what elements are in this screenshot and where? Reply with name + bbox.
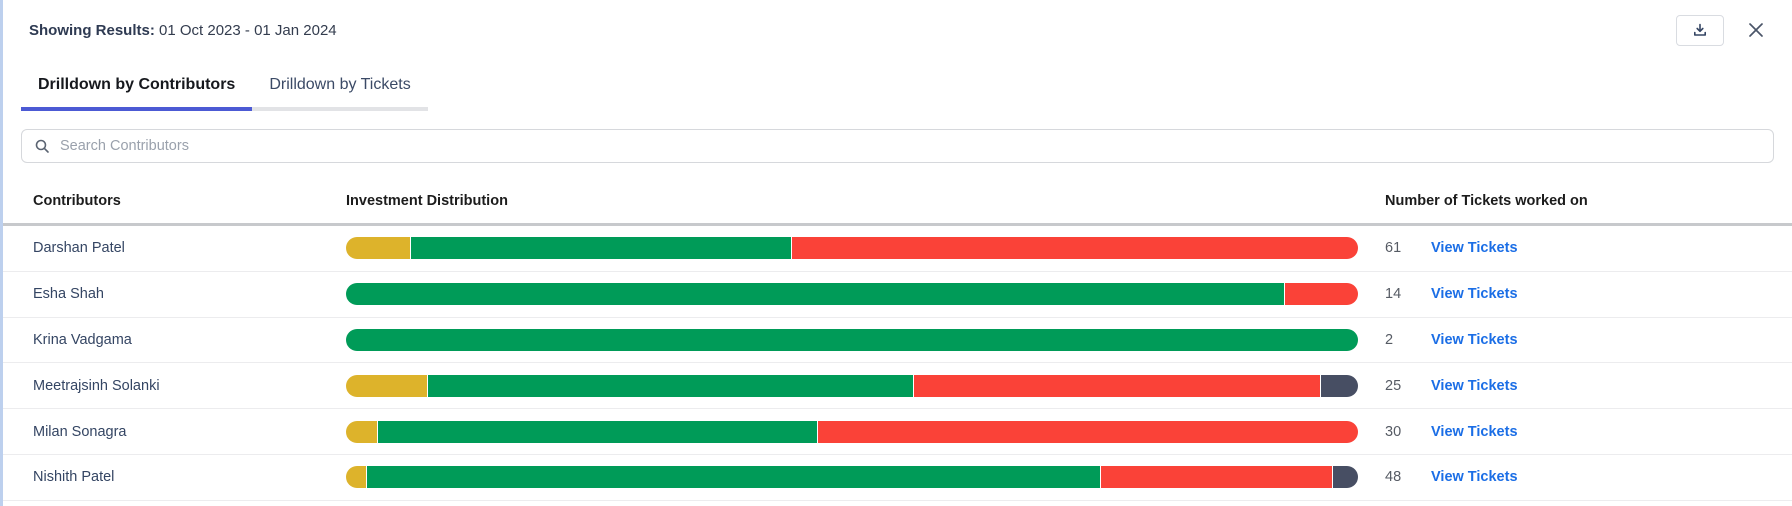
bar-segment-green — [377, 420, 817, 443]
investment-distribution-bar — [346, 420, 1358, 443]
tickets-cell: 48 View Tickets — [1358, 469, 1792, 485]
table-row: Nishith Patel 48 View Tickets — [3, 454, 1792, 501]
bar-segment-yellow — [346, 466, 367, 489]
table-header-row: Contributors Investment Distribution Num… — [3, 179, 1792, 223]
ticket-count: 30 — [1385, 423, 1402, 440]
ticket-count: 2 — [1385, 331, 1394, 348]
contributor-name: Esha Shah — [33, 286, 104, 303]
bar-segment-dark — [1319, 374, 1358, 397]
bar-segment-red — [816, 420, 1358, 443]
ticket-count: 25 — [1385, 377, 1402, 394]
view-tickets-link[interactable]: View Tickets — [1431, 286, 1518, 303]
bar-segment-yellow — [346, 420, 378, 443]
table-header-divider — [3, 223, 1792, 226]
contributor-name: Milan Sonagra — [33, 423, 127, 440]
bar-segment-green — [426, 374, 913, 397]
bar-segment-green — [346, 283, 1285, 306]
tickets-cell: 61 View Tickets — [1358, 240, 1792, 256]
investment-distribution-bar — [346, 328, 1358, 351]
table-row: Milan Sonagra 30 View Tickets — [3, 409, 1792, 455]
table-row: Darshan Patel 61 View Tickets — [3, 226, 1792, 272]
contributor-name: Krina Vadgama — [33, 331, 132, 348]
bar-segment-red — [1284, 283, 1358, 306]
panel-header: Showing Results: 01 Oct 2023 - 01 Jan 20… — [3, 0, 1792, 52]
search-icon — [34, 138, 50, 154]
investment-distribution-bar — [346, 466, 1358, 489]
contributor-name: Darshan Patel — [33, 240, 125, 257]
tab-drilldown-by-tickets[interactable]: Drilldown by Tickets — [252, 66, 428, 111]
close-button[interactable] — [1746, 20, 1766, 40]
investment-distribution-cell — [346, 466, 1358, 489]
table-body: Darshan Patel 61 View Tickets Esha Shah … — [3, 226, 1792, 501]
column-header-contributors: Contributors — [33, 193, 121, 209]
download-button[interactable] — [1676, 14, 1724, 46]
investment-distribution-bar — [346, 374, 1358, 397]
search-input[interactable] — [60, 138, 1761, 154]
tickets-cell: 2 View Tickets — [1358, 332, 1792, 348]
bar-segment-red — [791, 237, 1358, 260]
tickets-cell: 30 View Tickets — [1358, 424, 1792, 440]
view-tickets-link[interactable]: View Tickets — [1431, 423, 1518, 440]
column-header-number-of-tickets: Number of Tickets worked on — [1385, 193, 1588, 209]
investment-distribution-bar — [346, 237, 1358, 260]
bar-segment-green — [366, 466, 1100, 489]
date-range: 01 Oct 2023 - 01 Jan 2024 — [159, 21, 337, 39]
tab-drilldown-by-contributors[interactable]: Drilldown by Contributors — [21, 66, 253, 111]
view-tickets-link[interactable]: View Tickets — [1431, 377, 1518, 394]
close-icon — [1746, 20, 1766, 40]
investment-distribution-cell — [346, 283, 1358, 306]
bar-segment-yellow — [346, 237, 410, 260]
table-row: Esha Shah 14 View Tickets — [3, 271, 1792, 318]
header-actions — [1676, 14, 1766, 46]
ticket-count: 61 — [1385, 240, 1402, 257]
tickets-cell: 25 View Tickets — [1358, 378, 1792, 394]
table-row: Meetrajsinh Solanki 25 View Tickets — [3, 363, 1792, 410]
bar-segment-red — [1099, 466, 1332, 489]
bar-segment-dark — [1331, 466, 1358, 489]
view-tickets-link[interactable]: View Tickets — [1431, 469, 1518, 486]
column-header-investment-distribution: Investment Distribution — [346, 193, 508, 209]
investment-distribution-cell — [346, 374, 1358, 397]
search-box — [21, 129, 1774, 163]
investment-distribution-cell — [346, 237, 1358, 260]
investment-distribution-cell — [346, 328, 1358, 351]
tickets-cell: 14 View Tickets — [1358, 286, 1792, 302]
bar-segment-yellow — [346, 374, 427, 397]
bar-segment-red — [912, 374, 1320, 397]
bar-segment-green — [346, 328, 1358, 351]
investment-distribution-bar — [346, 283, 1358, 306]
contributor-name: Nishith Patel — [33, 469, 115, 486]
showing-results-label: Showing Results: — [29, 21, 155, 39]
ticket-count: 14 — [1385, 286, 1402, 303]
investment-distribution-cell — [346, 420, 1358, 443]
bar-segment-green — [409, 237, 792, 260]
showing-results: Showing Results: 01 Oct 2023 - 01 Jan 20… — [29, 22, 337, 39]
ticket-count: 48 — [1385, 469, 1402, 486]
table-row: Krina Vadgama 2 View Tickets — [3, 317, 1792, 364]
contributors-table: Contributors Investment Distribution Num… — [3, 179, 1792, 501]
tabs-bar: Drilldown by Contributors Drilldown by T… — [21, 52, 428, 111]
contributor-name: Meetrajsinh Solanki — [33, 377, 160, 394]
view-tickets-link[interactable]: View Tickets — [1431, 331, 1518, 348]
view-tickets-link[interactable]: View Tickets — [1431, 240, 1518, 257]
search-wrap — [3, 111, 1792, 171]
download-icon — [1692, 22, 1708, 38]
